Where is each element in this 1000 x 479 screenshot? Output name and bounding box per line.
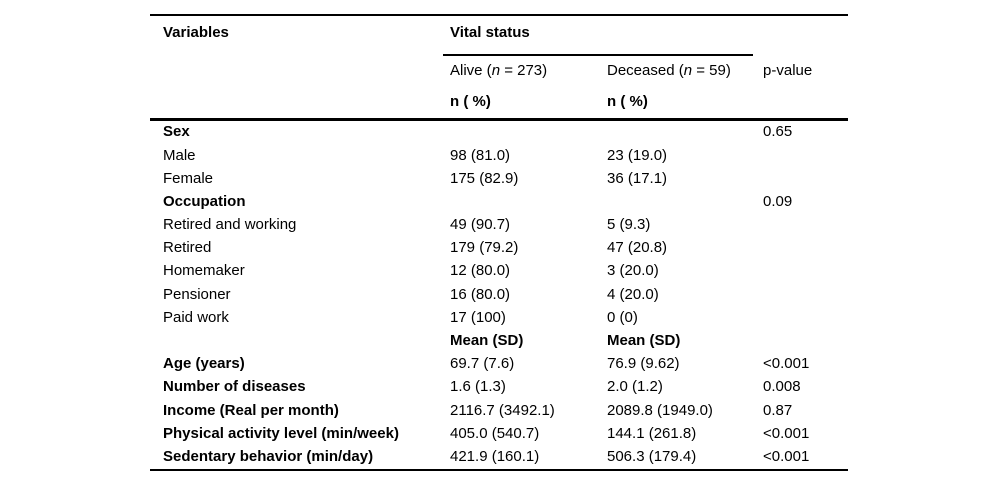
p-value-header: p-value	[763, 62, 813, 80]
alive-value-cell: 12 (80.0)	[450, 262, 511, 280]
p-value-cell	[763, 260, 848, 283]
header-spacer	[150, 56, 450, 87]
variable-cell: Sedentary behavior (min/day)	[163, 447, 374, 465]
variable-cell: Number of diseases	[163, 378, 306, 396]
variable-cell: Pensioner	[163, 285, 231, 303]
deceased-value-cell: 2089.8 (1949.0)	[607, 401, 713, 419]
alive-value-cell: Mean (SD)	[450, 332, 524, 350]
variables-header: Variables	[163, 24, 229, 41]
alive-value-cell	[450, 191, 607, 214]
vital-status-label: Vital status	[450, 24, 530, 41]
deceased-value-cell: 36 (17.1)	[607, 169, 668, 187]
deceased-header: Deceased (n = 59)	[607, 62, 731, 80]
alive-value-cell: 17 (100)	[450, 308, 506, 326]
deceased-value-cell: 2.0 (1.2)	[607, 378, 663, 396]
vital-status-underline-rule	[443, 54, 754, 56]
variable-cell: Income (Real per month)	[163, 401, 339, 419]
alive-value-cell: 2116.7 (3492.1)	[450, 401, 555, 419]
header-spacer	[763, 15, 848, 56]
paper-table-container: Variables Vital status Alive (n = 273) D…	[150, 14, 849, 471]
alive-value-cell: 49 (90.7)	[450, 216, 511, 234]
alive-value-cell: 98 (81.0)	[450, 146, 511, 164]
variable-cell: Paid work	[163, 308, 229, 326]
alive-header: Alive (n = 273)	[450, 62, 548, 80]
p-value-cell: 0.008	[763, 378, 801, 396]
p-value-cell	[763, 307, 848, 330]
p-value-cell	[763, 283, 848, 306]
variable-cell: Female	[163, 169, 214, 187]
p-value-cell: <0.001	[763, 355, 810, 373]
variable-cell: Age (years)	[163, 355, 245, 373]
p-value-cell: <0.001	[763, 447, 810, 465]
alive-value-cell: 1.6 (1.3)	[450, 378, 506, 396]
alive-value-cell: 175 (82.9)	[450, 169, 519, 187]
table-row: Retired 179 (79.2) 47 (20.8)	[150, 237, 848, 260]
variable-cell	[150, 330, 450, 353]
table-row: Occupation 0.09	[150, 191, 848, 214]
deceased-value-cell: 47 (20.8)	[607, 239, 668, 257]
table-row: Mean (SD) Mean (SD)	[150, 330, 848, 353]
deceased-value-cell	[607, 191, 763, 214]
variable-cell: Sex	[163, 123, 190, 141]
alive-value-cell: 179 (79.2)	[450, 239, 519, 257]
alive-value-cell: 405.0 (540.7)	[450, 424, 540, 442]
vital-status-header: Vital status	[443, 15, 763, 56]
variable-cell: Homemaker	[163, 262, 245, 280]
deceased-value-cell: 3 (20.0)	[607, 262, 659, 280]
table-row: Number of diseases 1.6 (1.3) 2.0 (1.2) 0…	[150, 376, 848, 399]
p-value-cell: 0.87	[763, 401, 793, 419]
alive-value-cell: 421.9 (160.1)	[450, 447, 540, 465]
p-value-cell: <0.001	[763, 424, 810, 442]
variable-cell: Retired	[163, 239, 212, 257]
alive-npct-header: n ( %)	[450, 87, 607, 121]
deceased-npct-header: n ( %)	[607, 87, 764, 121]
p-value-cell: 0.09	[763, 192, 793, 210]
alive-value-cell	[450, 120, 607, 145]
p-value-cell	[763, 214, 848, 237]
deceased-value-cell: Mean (SD)	[607, 332, 681, 350]
deceased-value-cell: 5 (9.3)	[607, 216, 651, 234]
table-row: Sex 0.65	[150, 120, 848, 145]
p-value-cell: 0.65	[763, 123, 793, 141]
header-spacer	[150, 87, 450, 121]
p-value-cell	[763, 167, 848, 190]
p-value-cell	[763, 330, 848, 353]
table-row: Sedentary behavior (min/day) 421.9 (160.…	[150, 446, 848, 470]
variable-cell: Male	[163, 146, 196, 164]
p-value-cell	[763, 237, 848, 260]
header-spacer	[763, 87, 849, 121]
table-row: Retired and working 49 (90.7) 5 (9.3)	[150, 214, 848, 237]
header-row-group: Variables Vital status	[150, 15, 848, 56]
variable-cell: Retired and working	[163, 216, 297, 234]
table-row: Male 98 (81.0) 23 (19.0)	[150, 144, 848, 167]
table-row: Physical activity level (min/week) 405.0…	[150, 422, 848, 445]
deceased-value-cell	[607, 120, 763, 145]
deceased-value-cell: 0 (0)	[607, 308, 638, 326]
table-row: Homemaker 12 (80.0) 3 (20.0)	[150, 260, 848, 283]
table-row: Pensioner 16 (80.0) 4 (20.0)	[150, 283, 848, 306]
header-row-groups: Alive (n = 273) Deceased (n = 59) p-valu…	[150, 56, 848, 87]
alive-value-cell: 69.7 (7.6)	[450, 355, 515, 373]
p-value-cell	[763, 144, 848, 167]
variable-cell: Physical activity level (min/week)	[163, 424, 399, 442]
table-row: Female 175 (82.9) 36 (17.1)	[150, 167, 848, 190]
deceased-value-cell: 23 (19.0)	[607, 146, 668, 164]
alive-value-cell: 16 (80.0)	[450, 285, 511, 303]
table-row: Paid work 17 (100) 0 (0)	[150, 307, 848, 330]
table-row: Age (years) 69.7 (7.6) 76.9 (9.62) <0.00…	[150, 353, 848, 376]
variable-cell: Occupation	[163, 192, 246, 210]
vital-status-table: Variables Vital status Alive (n = 273) D…	[150, 14, 849, 471]
table-row: Income (Real per month) 2116.7 (3492.1) …	[150, 399, 848, 422]
deceased-value-cell: 4 (20.0)	[607, 285, 659, 303]
deceased-value-cell: 144.1 (261.8)	[607, 424, 697, 442]
header-row-units: n ( %) n ( %)	[150, 87, 849, 121]
deceased-value-cell: 76.9 (9.62)	[607, 355, 680, 373]
deceased-value-cell: 506.3 (179.4)	[607, 447, 697, 465]
